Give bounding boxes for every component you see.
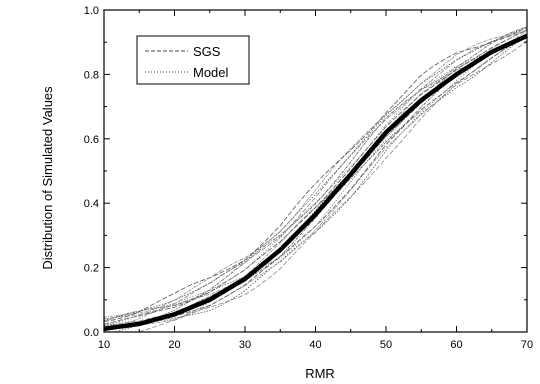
x-tick-label: 50	[380, 339, 392, 351]
y-tick-label: 0.2	[84, 263, 99, 275]
legend-label-sgs: SGS	[193, 44, 221, 59]
y-axis-title: Distribution of Simulated Values	[40, 86, 55, 270]
sgs-realization-line	[103, 28, 528, 326]
model-median-line	[103, 33, 528, 332]
legend-label-model: Model	[193, 65, 229, 80]
x-axis-title: RMR	[305, 366, 335, 381]
sgs-realization-line	[104, 40, 528, 333]
y-tick-label: 0.4	[84, 198, 99, 210]
y-tick-label: 0.0	[84, 327, 99, 339]
y-tick-labels: 0.0 0.2 0.4 0.6 0.8 1.0	[84, 5, 99, 339]
sgs-realization-line	[103, 26, 528, 322]
x-tick-label: 40	[309, 339, 321, 351]
sgs-realization-line	[103, 26, 528, 323]
y-tick-label: 1.0	[84, 5, 99, 17]
axis-ticks	[103, 9, 528, 333]
y-tick-label: 0.6	[84, 134, 99, 146]
y-tick-label: 0.8	[84, 69, 99, 81]
sgs-realization-line	[104, 34, 528, 333]
legend: SGS Model	[136, 35, 250, 85]
x-tick-labels: 10 20 30 40 50 60 70	[98, 339, 533, 351]
sgs-realization-line	[103, 29, 528, 318]
x-tick-label: 10	[98, 339, 110, 351]
plot-lines	[103, 26, 528, 333]
sgs-realization-line	[103, 34, 528, 326]
x-tick-label: 30	[239, 339, 251, 351]
x-tick-label: 70	[521, 339, 533, 351]
sgs-realization-line	[103, 30, 528, 330]
x-tick-label: 20	[168, 339, 180, 351]
x-tick-label: 60	[450, 339, 462, 351]
legend-box	[136, 35, 250, 85]
sgs-realization-line	[103, 29, 528, 325]
